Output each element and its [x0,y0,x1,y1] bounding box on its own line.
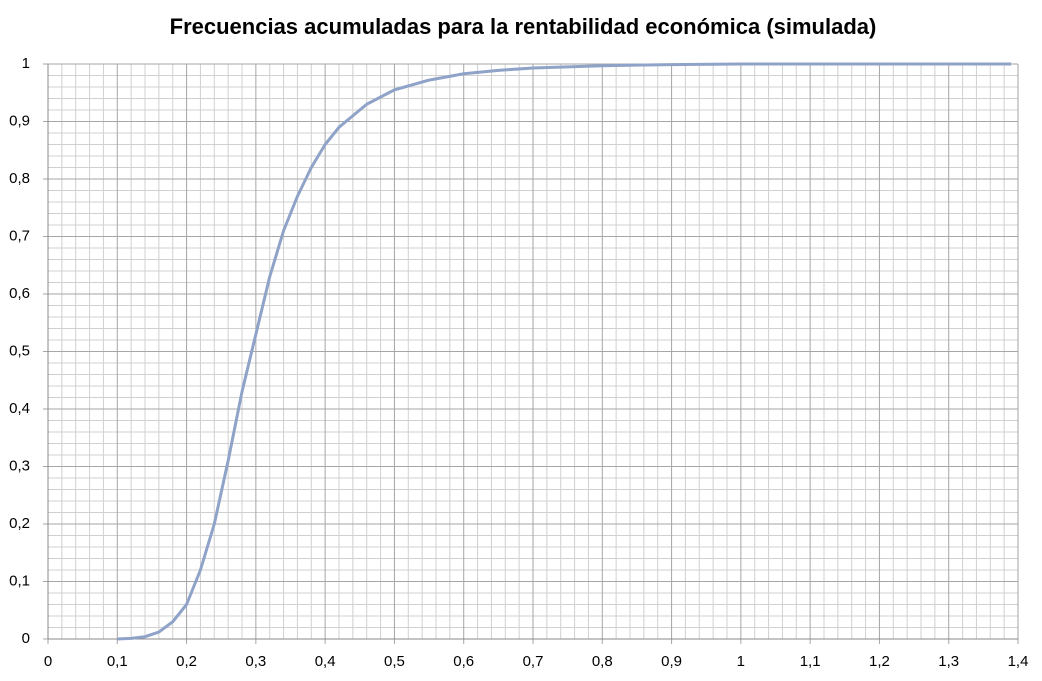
x-tick-label: 0,4 [315,653,336,670]
y-tick-label: 0,9 [9,112,30,129]
x-tick-label: 1,1 [800,653,821,670]
y-tick-label: 0,2 [9,515,30,532]
x-tick-label: 0,2 [176,653,197,670]
y-tick-label: 0,7 [9,227,30,244]
y-tick-label: 0,8 [9,170,30,187]
chart-title: Frecuencias acumuladas para la rentabili… [170,14,877,39]
x-tick-label: 1 [737,653,745,670]
x-tick-label: 0,1 [107,653,128,670]
x-tick-label: 1,4 [1008,653,1029,670]
x-tick-label: 1,3 [938,653,959,670]
data-line [117,62,1012,641]
y-tick-label: 1 [22,55,30,72]
y-tick-label: 0,5 [9,342,30,359]
y-tick-label: 0,3 [9,457,30,474]
y-tick-label: 0,1 [9,572,30,589]
y-tick-label: 0,6 [9,285,30,302]
x-tick-label: 0,7 [523,653,544,670]
x-tick-label: 0 [44,653,52,670]
x-tick-label: 1,2 [869,653,890,670]
x-tick-label: 0,3 [245,653,266,670]
y-tick-label: 0 [22,630,30,647]
x-tick-label: 0,6 [453,653,474,670]
x-tick-label: 0,9 [661,653,682,670]
y-tick-label: 0,4 [9,400,30,417]
x-tick-label: 0,8 [592,653,613,670]
x-tick-label: 0,5 [384,653,405,670]
